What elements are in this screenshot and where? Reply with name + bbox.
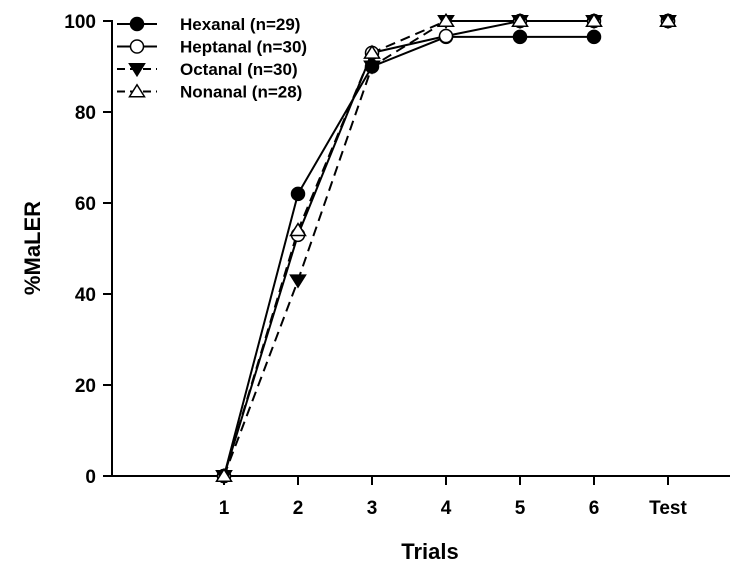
- axes: 0 20 40 60 80 100 1 2 3 4 5 6 Test: [64, 12, 730, 519]
- series-1: [223, 35, 594, 477]
- series-markers-4: [215, 12, 677, 482]
- series-line: [223, 35, 594, 477]
- data-point: [363, 44, 381, 59]
- x-tick-label: 2: [293, 498, 304, 519]
- x-tick-label: 1: [219, 498, 230, 519]
- legend-marker: [129, 39, 145, 54]
- x-tick-label: Test: [649, 498, 687, 519]
- legend-marker: [128, 83, 146, 98]
- y-axis-label: %MaLER: [20, 201, 45, 295]
- legend-label: Nonanal (n=28): [180, 83, 302, 102]
- data-point: [289, 222, 307, 237]
- y-tick-label: 100: [64, 12, 96, 33]
- data-point: [586, 29, 602, 45]
- data-point: [511, 12, 529, 27]
- x-tick-label: 4: [441, 498, 452, 519]
- legend-entry: Heptanal (n=30): [117, 38, 307, 57]
- data-point: [215, 467, 233, 482]
- legend-entry: Nonanal (n=28): [117, 83, 302, 102]
- data-point: [437, 12, 455, 27]
- legend-entry: Hexanal (n=29): [117, 15, 300, 34]
- data-point: [363, 60, 381, 75]
- data-point: [659, 12, 677, 27]
- x-axis-label: Trials: [401, 539, 458, 564]
- legend-label: Hexanal (n=29): [180, 15, 300, 34]
- data-point: [289, 274, 307, 289]
- series-4: [223, 20, 594, 477]
- legend: Hexanal (n=29) Heptanal (n=30) Octanal (n=…: [117, 15, 307, 102]
- legend-label: Heptanal (n=30): [180, 38, 307, 57]
- y-tick-label: 80: [75, 103, 96, 124]
- legend-label: Octanal (n=30): [180, 60, 298, 79]
- data-point: [290, 186, 306, 202]
- y-tick-label: 20: [75, 376, 96, 397]
- data-point: [585, 12, 603, 27]
- series-line: [223, 20, 594, 477]
- x-tick-label: 3: [367, 498, 378, 519]
- x-tick-label: 5: [515, 498, 526, 519]
- data-point: [512, 29, 528, 45]
- y-tick-label: 40: [75, 285, 96, 306]
- legend-marker: [129, 16, 145, 32]
- x-tick-label: 6: [589, 498, 600, 519]
- legend-marker: [128, 63, 146, 78]
- y-tick-label: 60: [75, 194, 96, 215]
- data-point: [438, 28, 454, 44]
- y-tick-label: 0: [85, 467, 96, 488]
- legend-entry: Octanal (n=30): [117, 60, 298, 79]
- series-layer: [215, 12, 677, 485]
